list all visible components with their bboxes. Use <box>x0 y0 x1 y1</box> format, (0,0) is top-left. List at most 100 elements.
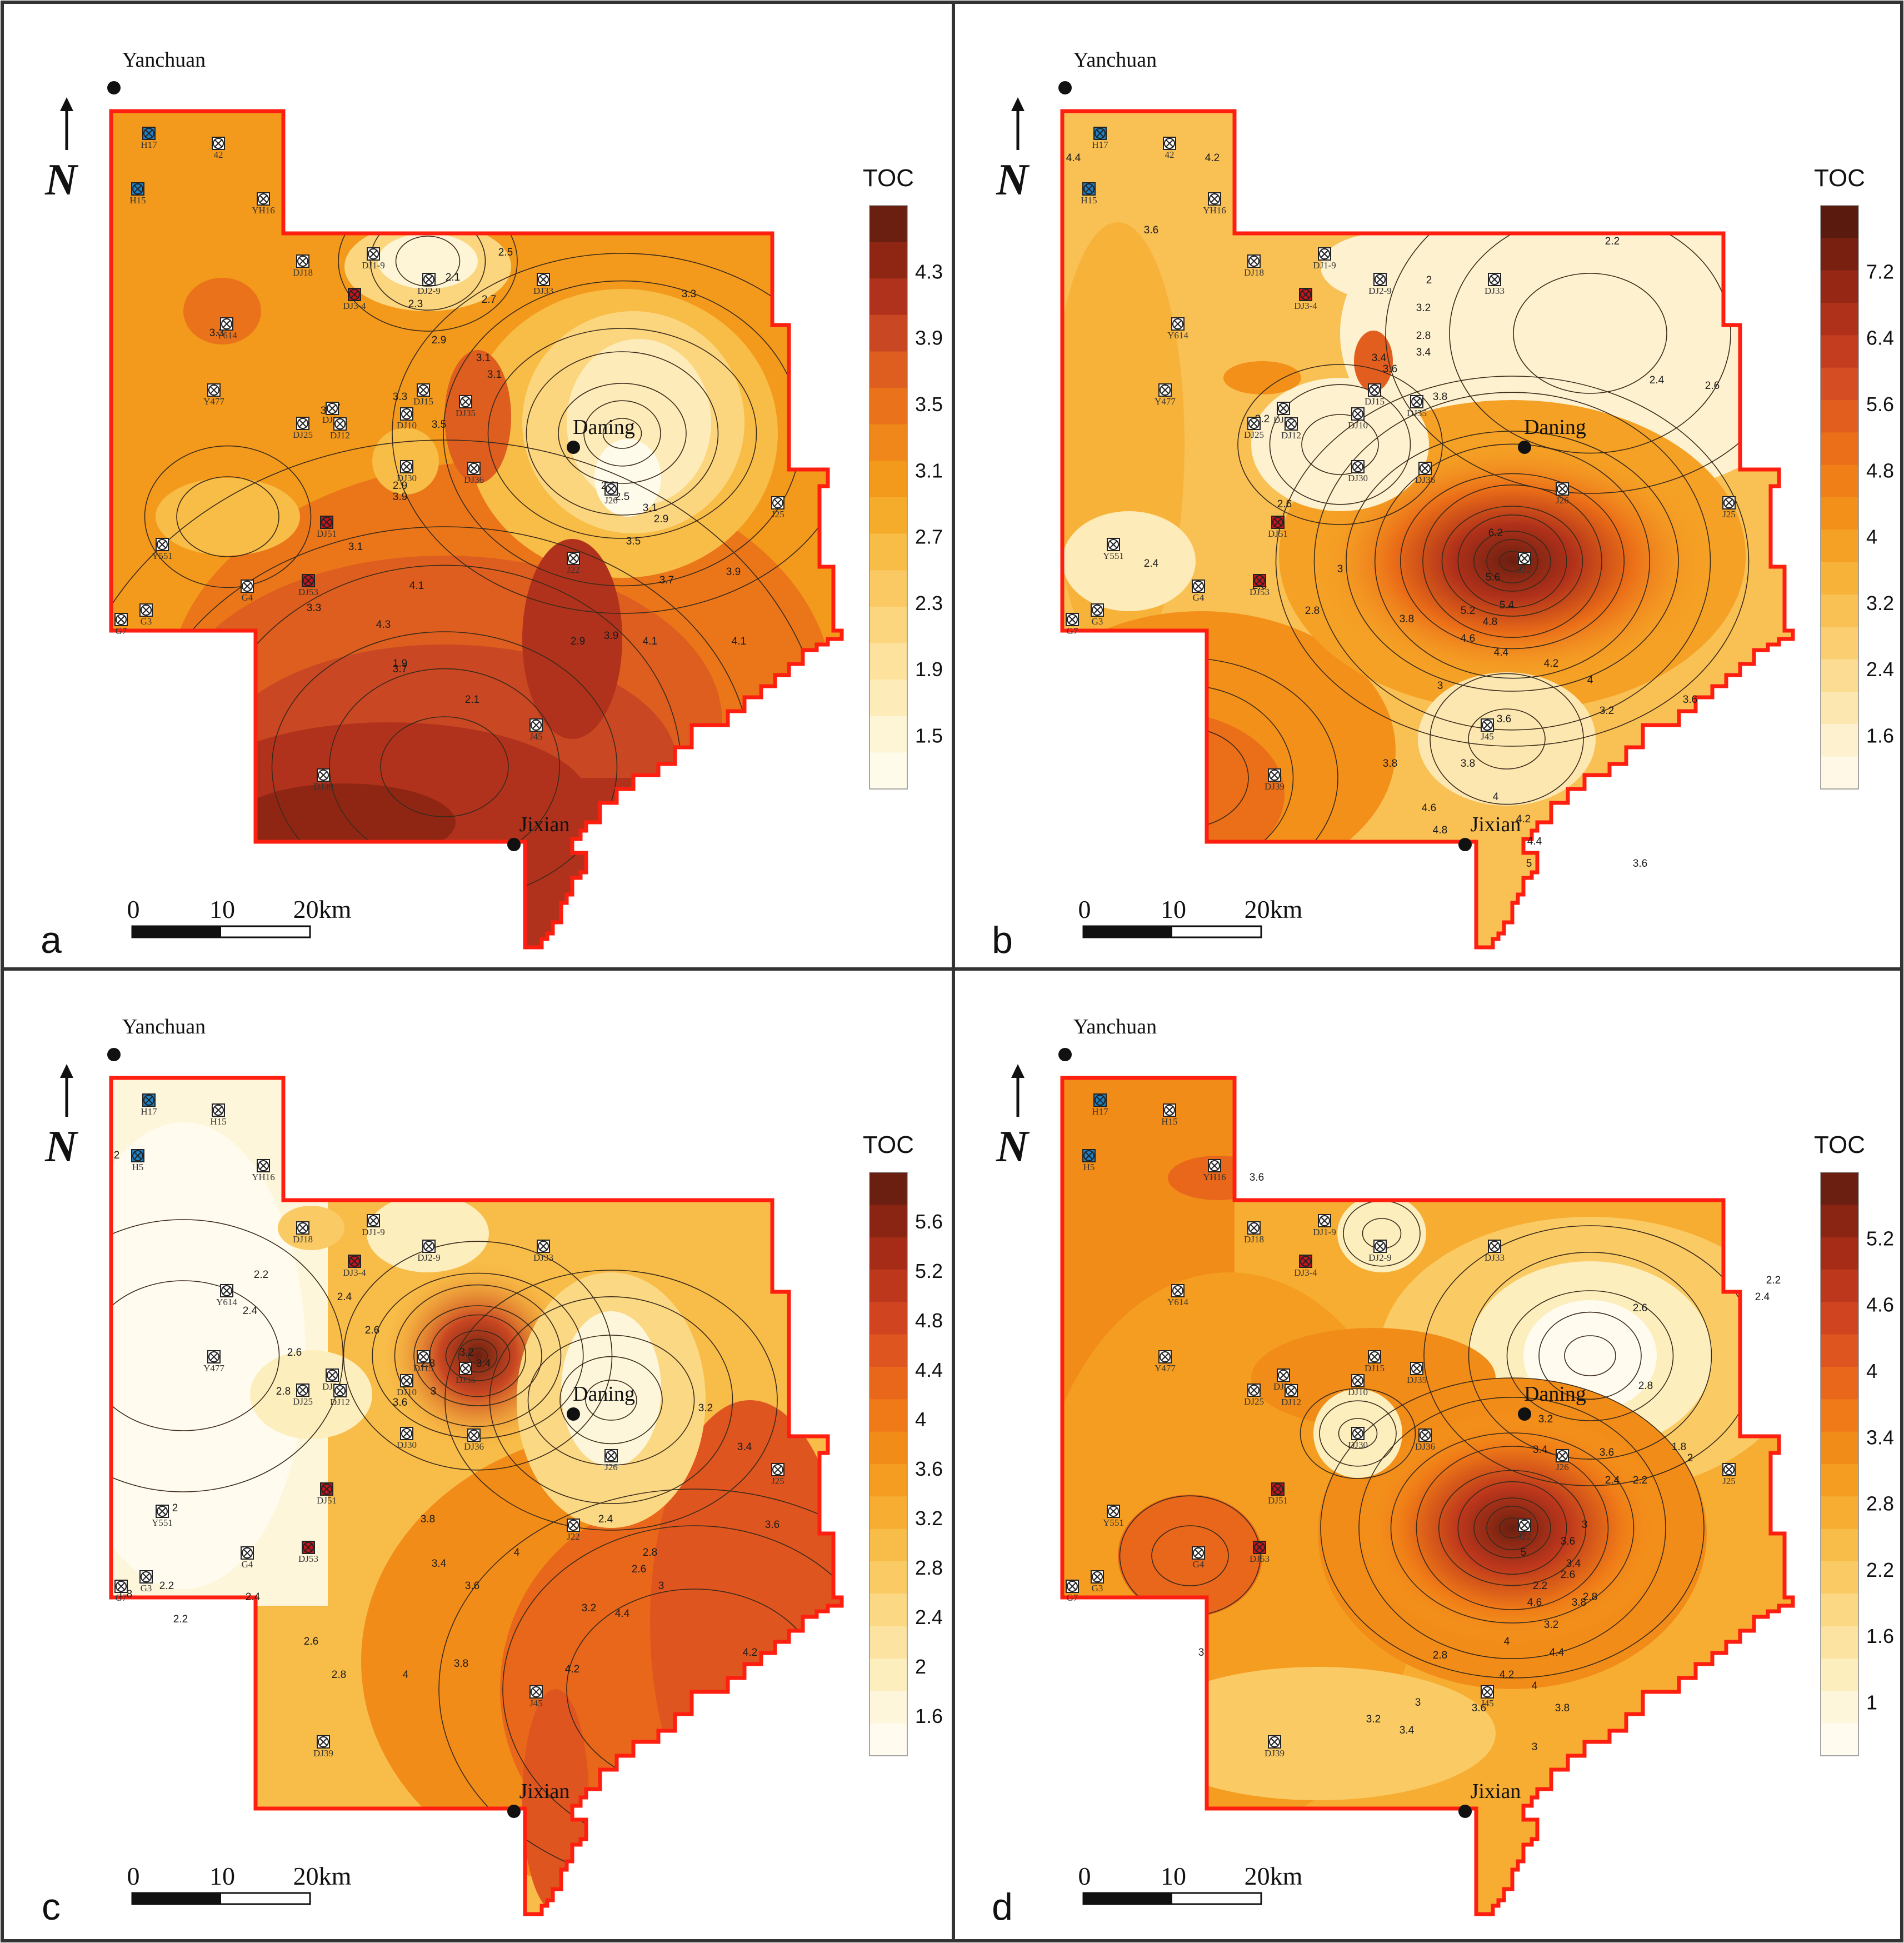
study-area-boundary <box>109 109 844 950</box>
scale-tick-0: 0 <box>1078 895 1091 923</box>
well-marker: DJ39 <box>313 768 333 792</box>
well-label: YH16 <box>1203 1172 1226 1182</box>
contour-label: 2.7 <box>482 294 496 306</box>
well-label: DJ36 <box>1415 1441 1435 1452</box>
scale-bar: 0 10 20km <box>1078 895 1303 938</box>
scale-tick-10: 10 <box>1161 895 1186 923</box>
toc-legend: TOC 7.2 6.4 5.6 4.8 4 3.2 2.4 1.6 <box>1814 164 1894 790</box>
legend-swatch <box>869 206 907 243</box>
well-label: DJ18 <box>1244 267 1264 278</box>
scale-bar: 0 10 20km <box>1078 1862 1303 1905</box>
legend-swatch <box>869 1334 907 1367</box>
well-marker: DJ51 <box>317 1482 337 1506</box>
contour-label: 3.2 <box>1538 1413 1553 1425</box>
scale-tick-20km: 20km <box>1245 895 1303 923</box>
legend-swatch <box>869 1626 907 1659</box>
contour-label: 4.1 <box>732 636 746 647</box>
well-label: 42 <box>214 149 223 160</box>
legend-swatch <box>1821 692 1858 725</box>
contour-label: 2.2 <box>254 1269 268 1281</box>
well-marker: DJ33 <box>533 1240 553 1263</box>
contour-label: 5 <box>1526 858 1532 870</box>
well-marker: J25 <box>1722 1463 1736 1486</box>
well-label: J25 <box>1722 509 1736 520</box>
cities: Yanchuan Daning Jixian <box>107 48 635 851</box>
well-label: DJ33 <box>533 286 553 296</box>
well-label: DJ36 <box>464 474 484 485</box>
legend-tick: 4.8 <box>1866 459 1894 482</box>
legend-tick: 2.8 <box>1866 1492 1894 1515</box>
well-marker: DJ2-9 <box>1368 1240 1392 1263</box>
well-marker: DJ51 <box>1268 1482 1288 1506</box>
well-marker: DJ53 <box>1250 1541 1270 1564</box>
well-label: H17 <box>141 1106 157 1117</box>
well-label: G4 <box>1193 592 1205 603</box>
legend-tick: 2 <box>915 1655 926 1678</box>
contour-label: 3.7 <box>659 575 674 586</box>
legend-swatch <box>1821 1529 1858 1562</box>
contour-label: 4.6 <box>1527 1597 1542 1609</box>
legend-tick: 1.9 <box>915 658 943 681</box>
contour-labels: 4.44.23.62.22.42.62.83.43.63.83.22.62.43… <box>1066 152 1720 870</box>
contour-label: 3.6 <box>1144 224 1158 236</box>
legend-swatch <box>869 1723 907 1756</box>
well-label: DJ3-4 <box>1294 1267 1317 1278</box>
legend-tick: 4.8 <box>915 1309 943 1332</box>
contour-label: 2.9 <box>654 513 668 525</box>
toc-legend: TOC 4.3 3.9 3.5 3.1 2.7 2.3 1.9 1.5 <box>863 164 943 790</box>
well-label: H15 <box>1081 195 1097 206</box>
well-label: J45 <box>529 731 543 742</box>
well-label: G4 <box>242 1559 253 1570</box>
well-label: DJ39 <box>313 1748 333 1759</box>
contour-label: 2.8 <box>1638 1380 1653 1392</box>
well-label: DJ33 <box>533 1252 553 1263</box>
contour-label: 3.1 <box>487 369 502 381</box>
city-dot <box>567 441 580 454</box>
well-label: Y614 <box>1167 330 1188 341</box>
contour-label: 2.6 <box>287 1347 302 1358</box>
well-marker: DJ51 <box>317 516 337 539</box>
well-label: DJ10 <box>397 420 417 431</box>
well-marker: J25 <box>771 1463 784 1486</box>
legend-swatch <box>869 1464 907 1497</box>
well-label: DJ1-9 <box>1313 260 1336 271</box>
legend-tick: 2.7 <box>915 526 943 548</box>
contour-label: 3.8 <box>1400 613 1414 625</box>
city-dot <box>507 838 521 851</box>
legend-tick: 5.2 <box>915 1260 943 1282</box>
well-marker: Y614 <box>216 317 237 341</box>
well-marker: J25 <box>1722 496 1736 520</box>
well-marker: Y551 <box>1103 538 1124 561</box>
legend-title: TOC <box>863 1131 914 1158</box>
well-marker: H17 <box>141 127 157 150</box>
legend-swatch <box>869 606 907 643</box>
well-marker: DJ15 <box>1365 1350 1385 1373</box>
well-marker: DJ39 <box>313 1735 333 1759</box>
contour-label: 4 <box>403 1669 409 1681</box>
contour-label: 5.2 <box>1461 605 1475 617</box>
well-marker: YH16 <box>252 1159 275 1182</box>
well-label: DJ30 <box>397 1440 417 1450</box>
contour-label: 5.4 <box>1500 600 1515 611</box>
panel-letter: d <box>992 1886 1013 1928</box>
contour-label: 3.1 <box>476 352 491 364</box>
well-marker: DJ51 <box>1268 516 1288 539</box>
well-label: DJ33 <box>1485 1252 1505 1263</box>
legend-swatch <box>869 570 907 607</box>
contour-label: 2.4 <box>1755 1291 1770 1303</box>
well-label: Y551 <box>152 551 173 561</box>
contour-label: 2.6 <box>632 1564 646 1575</box>
panel-letter: c <box>42 1886 61 1928</box>
well-label: DJ15 <box>413 396 433 407</box>
contour-label: 2.8 <box>1433 1650 1447 1661</box>
city-dot <box>1458 1805 1472 1818</box>
contour-label: 4.2 <box>1500 1669 1514 1681</box>
legend-swatch <box>1821 367 1858 401</box>
legend-tick: 5.6 <box>915 1210 943 1233</box>
well-marker: Y614 <box>1167 1284 1188 1307</box>
well-label: G3 <box>141 616 152 627</box>
well-label: J26 <box>604 495 618 506</box>
legend-swatch <box>1821 724 1858 757</box>
contour-label: 3.2 <box>698 1402 713 1414</box>
legend-tick: 3.6 <box>915 1457 943 1480</box>
